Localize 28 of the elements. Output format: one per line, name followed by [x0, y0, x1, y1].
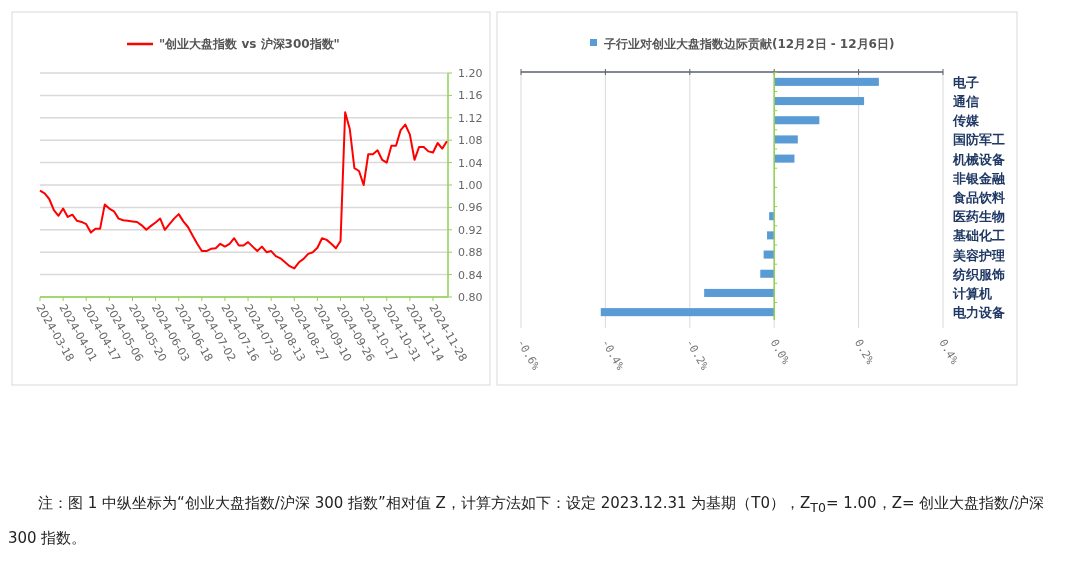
y-tick-label: 电子: [953, 74, 979, 90]
line-series: [39, 111, 448, 270]
y-tick-label: 0.80: [458, 291, 483, 304]
y-tick-label: 1.04: [458, 156, 483, 170]
y-tick-label: 1.16: [458, 89, 483, 103]
y-tick-label: 美容护理: [952, 247, 1005, 263]
y-tick-label: 基础化工: [952, 228, 1005, 244]
y-tick-label: 医药生物: [953, 209, 1005, 225]
y-tick-label: 1.20: [458, 67, 483, 80]
legend-label: "创业大盘指数 vs 沪深300指数": [159, 37, 340, 51]
y-tick-label: 机械设备: [952, 151, 1005, 167]
y-tick-label: 纺织服饰: [952, 266, 1005, 282]
y-tick-label: 0.84: [458, 268, 483, 282]
y-tick-label: 国防军工: [953, 132, 1005, 148]
y-tick-label: 0.88: [458, 246, 483, 260]
y-tick-label: 1.12: [458, 111, 483, 125]
legend-label: 子行业对创业大盘指数边际贡献(12月2日 - 12月6日): [603, 37, 895, 51]
y-tick-label: 0.96: [458, 201, 483, 215]
y-tick-label: 食品饮料: [952, 190, 1005, 205]
y-tick-label: 1.08: [458, 134, 483, 148]
y-tick-label: 非银金融: [952, 170, 1006, 186]
y-tick-label: 1.00: [458, 179, 483, 192]
y-tick-label: 通信: [952, 94, 979, 110]
y-tick-label: 计算机: [952, 285, 992, 301]
text: 注：图 1 中纵坐标为“创业大盘指数/沪深 300 指数”相对值 Z，计算方法如下：设定 2023.12.31 为基期（T0），Z$_{T0}$= 1.00，Z= 创业大盘指数/沪深 300 指数。: [8, 494, 1045, 547]
y-tick-label: 电力设备: [953, 305, 1005, 321]
y-tick-label: 0.92: [458, 223, 483, 237]
y-tick-label: 传媒: [952, 113, 980, 129]
